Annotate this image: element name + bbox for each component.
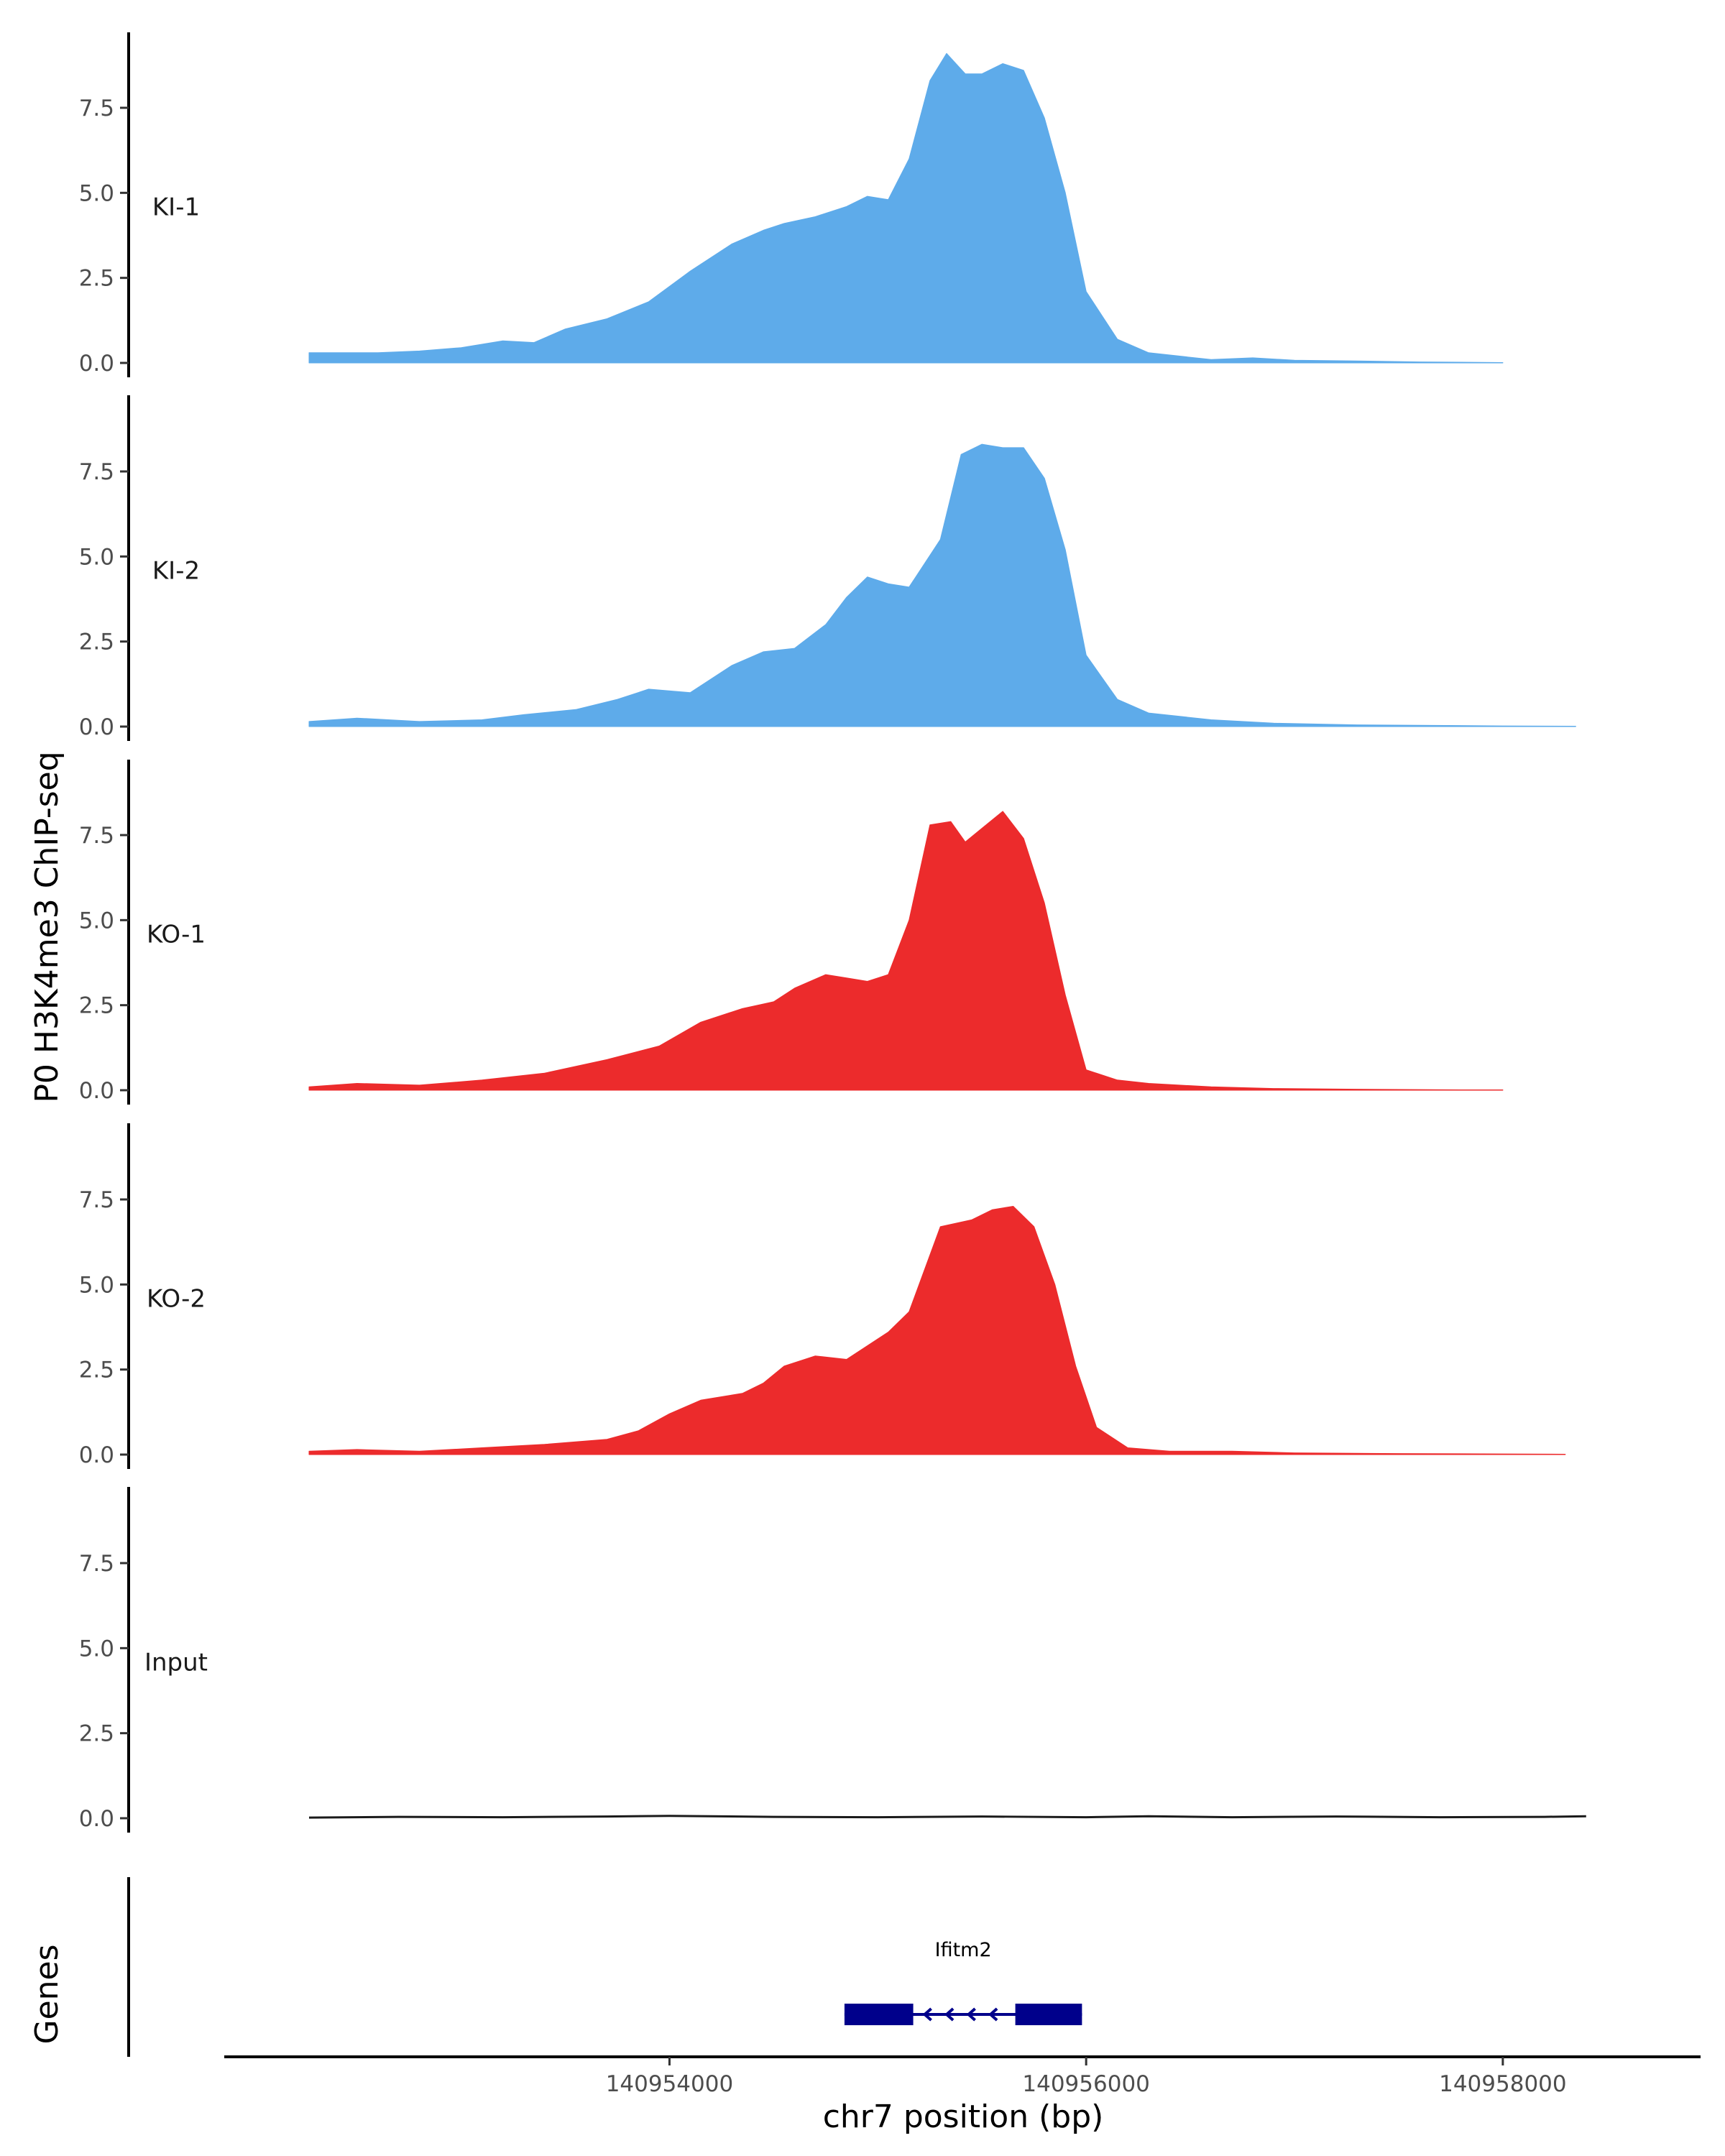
gene-label: Ifitm2 [935, 1939, 992, 1961]
y-tick-label: 7.5 [79, 823, 114, 849]
track-input: 0.0 2.5 5.0 7.5 Input [79, 1487, 1586, 1833]
y-tick-label: 0.0 [79, 1078, 114, 1104]
y-tick-label: 2.5 [79, 1358, 114, 1383]
strand-arrow [944, 2007, 954, 2022]
track-ko-1: 0.0 2.5 5.0 7.5 KO-1 [79, 760, 1504, 1105]
coverage-area [308, 1206, 1566, 1455]
y-tick-label: 7.5 [79, 96, 114, 121]
y-tick-label: 2.5 [79, 1721, 114, 1747]
track-label: KI-1 [152, 193, 200, 221]
strand-arrow [988, 2007, 998, 2022]
y-tick-label: 5.0 [79, 908, 114, 934]
track-label: KO-2 [147, 1284, 206, 1313]
y-tick-label: 7.5 [79, 1551, 114, 1577]
x-tick-label: 140954000 [606, 2071, 734, 2097]
x-tick-label: 140958000 [1439, 2071, 1567, 2097]
x-axis-title: chr7 position (bp) [823, 2099, 1104, 2135]
genes-track-title: Genes [29, 1944, 65, 2044]
gene-exon [844, 2004, 914, 2025]
y-axis-title: P0 H3K4me3 ChIP-seq [29, 751, 65, 1102]
coverage-area [308, 811, 1504, 1091]
y-tick-label: 5.0 [79, 180, 114, 206]
y-tick-label: 5.0 [79, 1636, 114, 1662]
gene-annotation-panel: Ifitm2 [127, 1877, 1082, 2057]
y-tick-label: 7.5 [79, 1187, 114, 1213]
y-tick-label: 2.5 [79, 630, 114, 655]
y-tick-label: 5.0 [79, 1272, 114, 1298]
coverage-area [308, 443, 1576, 727]
y-tick-label: 0.0 [79, 714, 114, 740]
strand-arrow [922, 2007, 932, 2022]
y-tick-label: 5.0 [79, 544, 114, 570]
y-tick-label: 0.0 [79, 1806, 114, 1832]
y-tick-label: 7.5 [79, 459, 114, 485]
track-label: KO-1 [147, 920, 206, 949]
track-label: Input [144, 1648, 208, 1677]
coverage-tracks: 0.0 2.5 5.0 7.5 KI-1 0.0 2.5 5.0 7.5 KI-2 0.0 2.5 5.… [79, 32, 1586, 1833]
track-label: KI-2 [152, 556, 200, 585]
x-tick-label: 140956000 [1022, 2071, 1150, 2097]
track-ki-2: 0.0 2.5 5.0 7.5 KI-2 [79, 395, 1576, 741]
coverage-area [308, 52, 1504, 364]
y-tick-label: 0.0 [79, 351, 114, 377]
y-tick-label: 0.0 [79, 1442, 114, 1468]
y-tick-label: 2.5 [79, 266, 114, 292]
track-ko-2: 0.0 2.5 5.0 7.5 KO-2 [79, 1123, 1566, 1469]
y-tick-label: 2.5 [79, 993, 114, 1019]
track-ki-1: 0.0 2.5 5.0 7.5 KI-1 [79, 32, 1504, 377]
coverage-line [308, 1815, 1586, 1819]
gene-exon [1015, 2004, 1082, 2025]
strand-arrow [966, 2007, 976, 2022]
gene-ifitm2: Ifitm2 [844, 1939, 1082, 2025]
x-axis: 140954000 140956000 140958000 [224, 2055, 1701, 2097]
